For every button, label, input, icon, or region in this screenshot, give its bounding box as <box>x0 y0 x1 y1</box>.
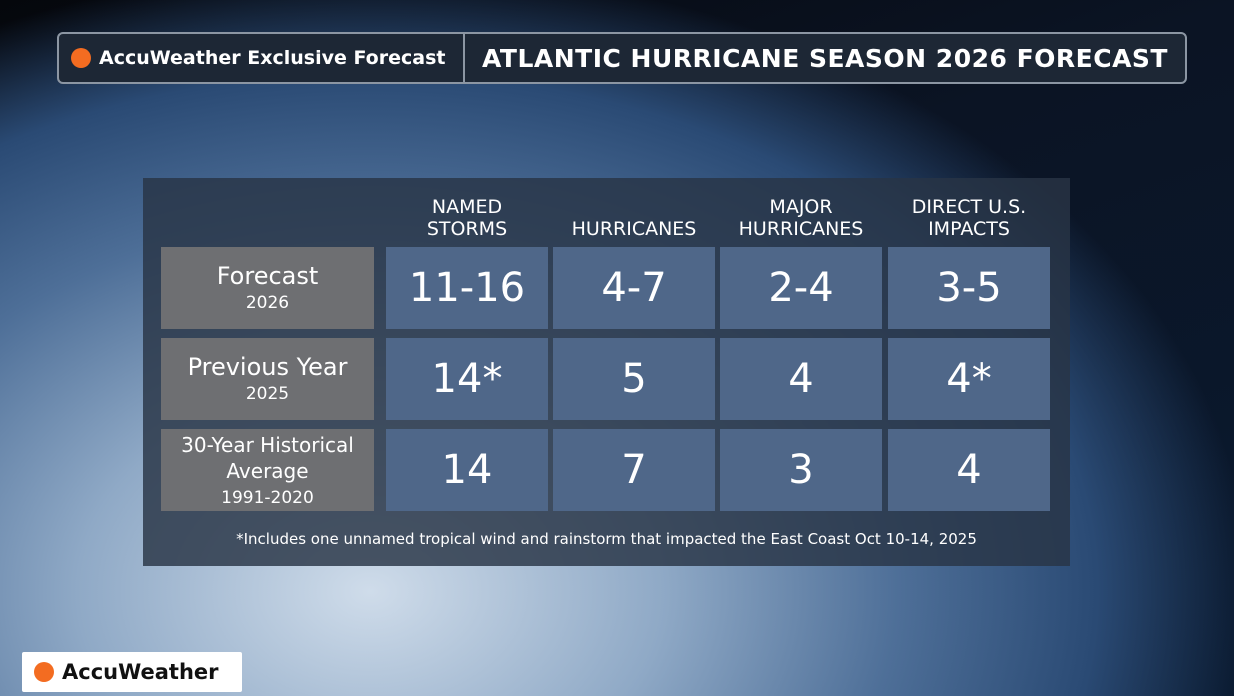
column-header: NAMED STORMS <box>426 196 508 240</box>
value-cell: 4* <box>888 338 1050 420</box>
row-subtitle: 2026 <box>245 293 290 313</box>
value-cell: 2-4 <box>720 247 882 329</box>
badge-text: AccuWeather Exclusive Forecast <box>99 47 446 69</box>
row-label: Forecast 2026 <box>161 247 374 329</box>
row-title: 30-Year Historical Average <box>181 433 354 483</box>
value-cell: 3-5 <box>888 247 1050 329</box>
value-cell: 5 <box>553 338 715 420</box>
value-cell: 4 <box>888 429 1050 511</box>
column-header: HURRICANES <box>571 218 697 240</box>
footnote: *Includes one unnamed tropical wind and … <box>236 530 977 548</box>
value-cell: 4 <box>720 338 882 420</box>
header-bar: AccuWeather Exclusive Forecast ATLANTIC … <box>57 32 1187 84</box>
row-title: Forecast <box>216 262 319 290</box>
value-cell: 14* <box>386 338 548 420</box>
row-label: Previous Year 2025 <box>161 338 374 420</box>
value-cell: 3 <box>720 429 882 511</box>
value-cell: 11-16 <box>386 247 548 329</box>
value-cell: 14 <box>386 429 548 511</box>
column-header: MAJOR HURRICANES <box>738 196 864 240</box>
header-badge: AccuWeather Exclusive Forecast <box>59 34 465 82</box>
forecast-table: NAMED STORMS HURRICANES MAJOR HURRICANES DI… <box>143 178 1070 566</box>
row-subtitle: 1991-2020 <box>221 488 314 508</box>
row-subtitle: 2025 <box>245 384 290 404</box>
row-title: Previous Year <box>187 353 348 381</box>
value-cell: 4-7 <box>553 247 715 329</box>
row-label: 30-Year Historical Average 1991-2020 <box>161 429 374 511</box>
logo: AccuWeather <box>22 652 242 692</box>
column-header: DIRECT U.S. IMPACTS <box>911 196 1027 240</box>
logo-text: AccuWeather <box>62 660 219 684</box>
header-title: ATLANTIC HURRICANE SEASON 2026 FORECAST <box>481 43 1168 73</box>
value-cell: 7 <box>553 429 715 511</box>
